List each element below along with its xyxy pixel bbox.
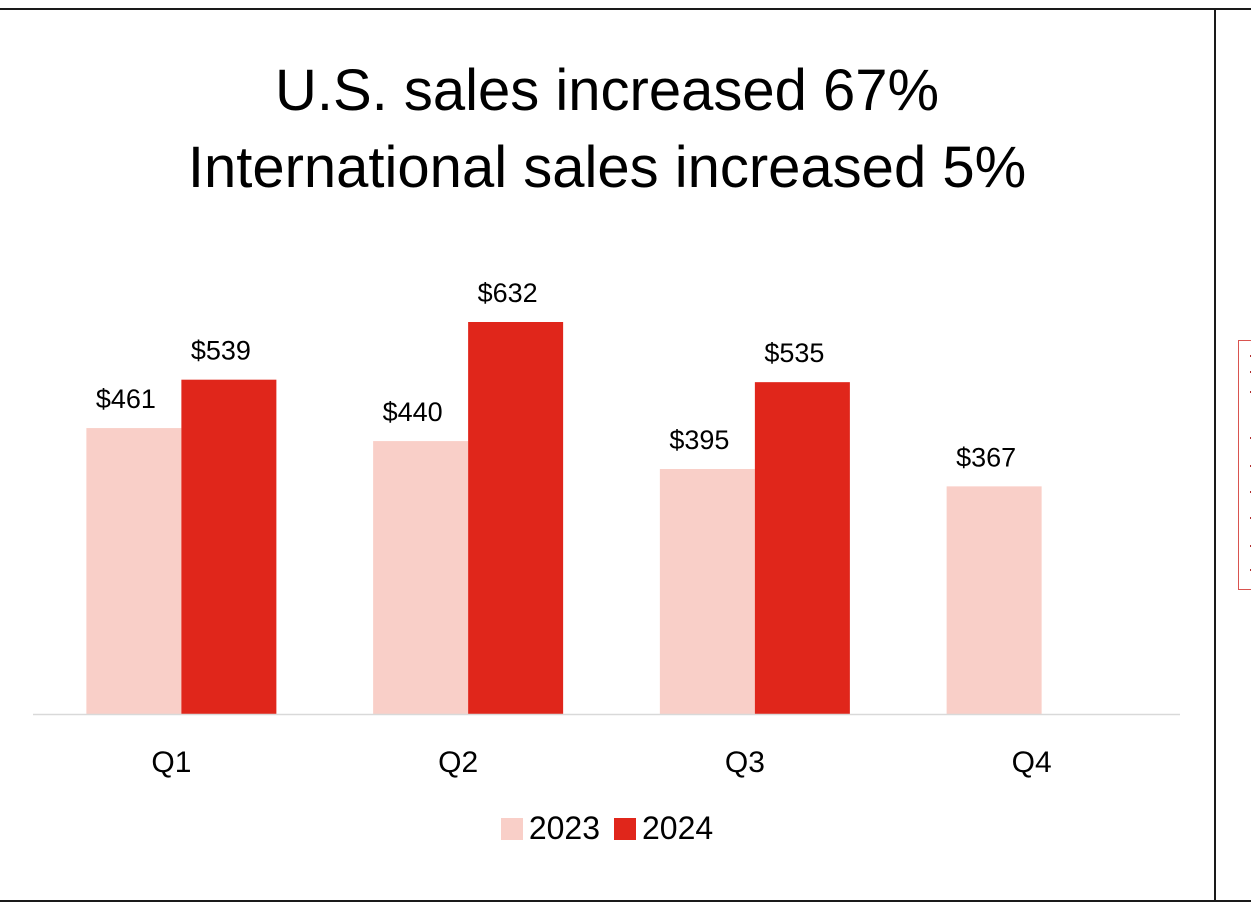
panel-divider — [1214, 8, 1216, 902]
x-tick-label-Q2: Q2 — [438, 746, 478, 779]
data-label-2023-Q1: $461 — [96, 384, 156, 414]
title-line-1: U.S. sales increased 67% — [274, 58, 940, 123]
legend-swatch-2023 — [500, 817, 523, 840]
bar-2024-Q3 — [754, 382, 850, 714]
x-tick-label-Q3: Q3 — [725, 746, 765, 779]
legend-label-2023: 2023 — [528, 810, 600, 846]
bar-chart: $461 $539 Q1 $440 $632 Q2 $395 $535 Q3 $367 Q4 — [33, 278, 1180, 779]
data-label-2023-Q3: $395 — [669, 425, 729, 455]
title-line-2: International sales increased 5% — [187, 135, 1027, 200]
side-panel-box — [1238, 340, 1251, 590]
legend-item-2023: 2023 — [500, 810, 600, 847]
legend: 2023 2024 — [0, 810, 1214, 847]
bar-2023-Q3 — [659, 469, 755, 714]
legend-label-2024: 2024 — [642, 810, 714, 846]
legend-item-2024: 2024 — [614, 810, 713, 847]
bar-2023-Q1 — [86, 428, 182, 714]
bar-2024-Q1 — [181, 379, 277, 714]
x-tick-label-Q4: Q4 — [1012, 746, 1052, 779]
slide-frame — [0, 8, 1251, 902]
data-label-2023-Q2: $440 — [383, 397, 443, 427]
data-label-2024-Q2: $632 — [478, 278, 538, 308]
bar-2023-Q4 — [946, 486, 1042, 714]
data-label-2024-Q1: $539 — [191, 336, 251, 366]
data-label-2023-Q4: $367 — [956, 442, 1016, 472]
bar-2024-Q2 — [468, 322, 564, 714]
bar-2023-Q2 — [373, 441, 469, 714]
x-tick-label-Q1: Q1 — [151, 746, 191, 779]
data-label-2024-Q3: $535 — [764, 338, 824, 368]
chart-title: U.S. sales increased 67% International s… — [0, 52, 1214, 206]
legend-swatch-2024 — [614, 817, 636, 840]
